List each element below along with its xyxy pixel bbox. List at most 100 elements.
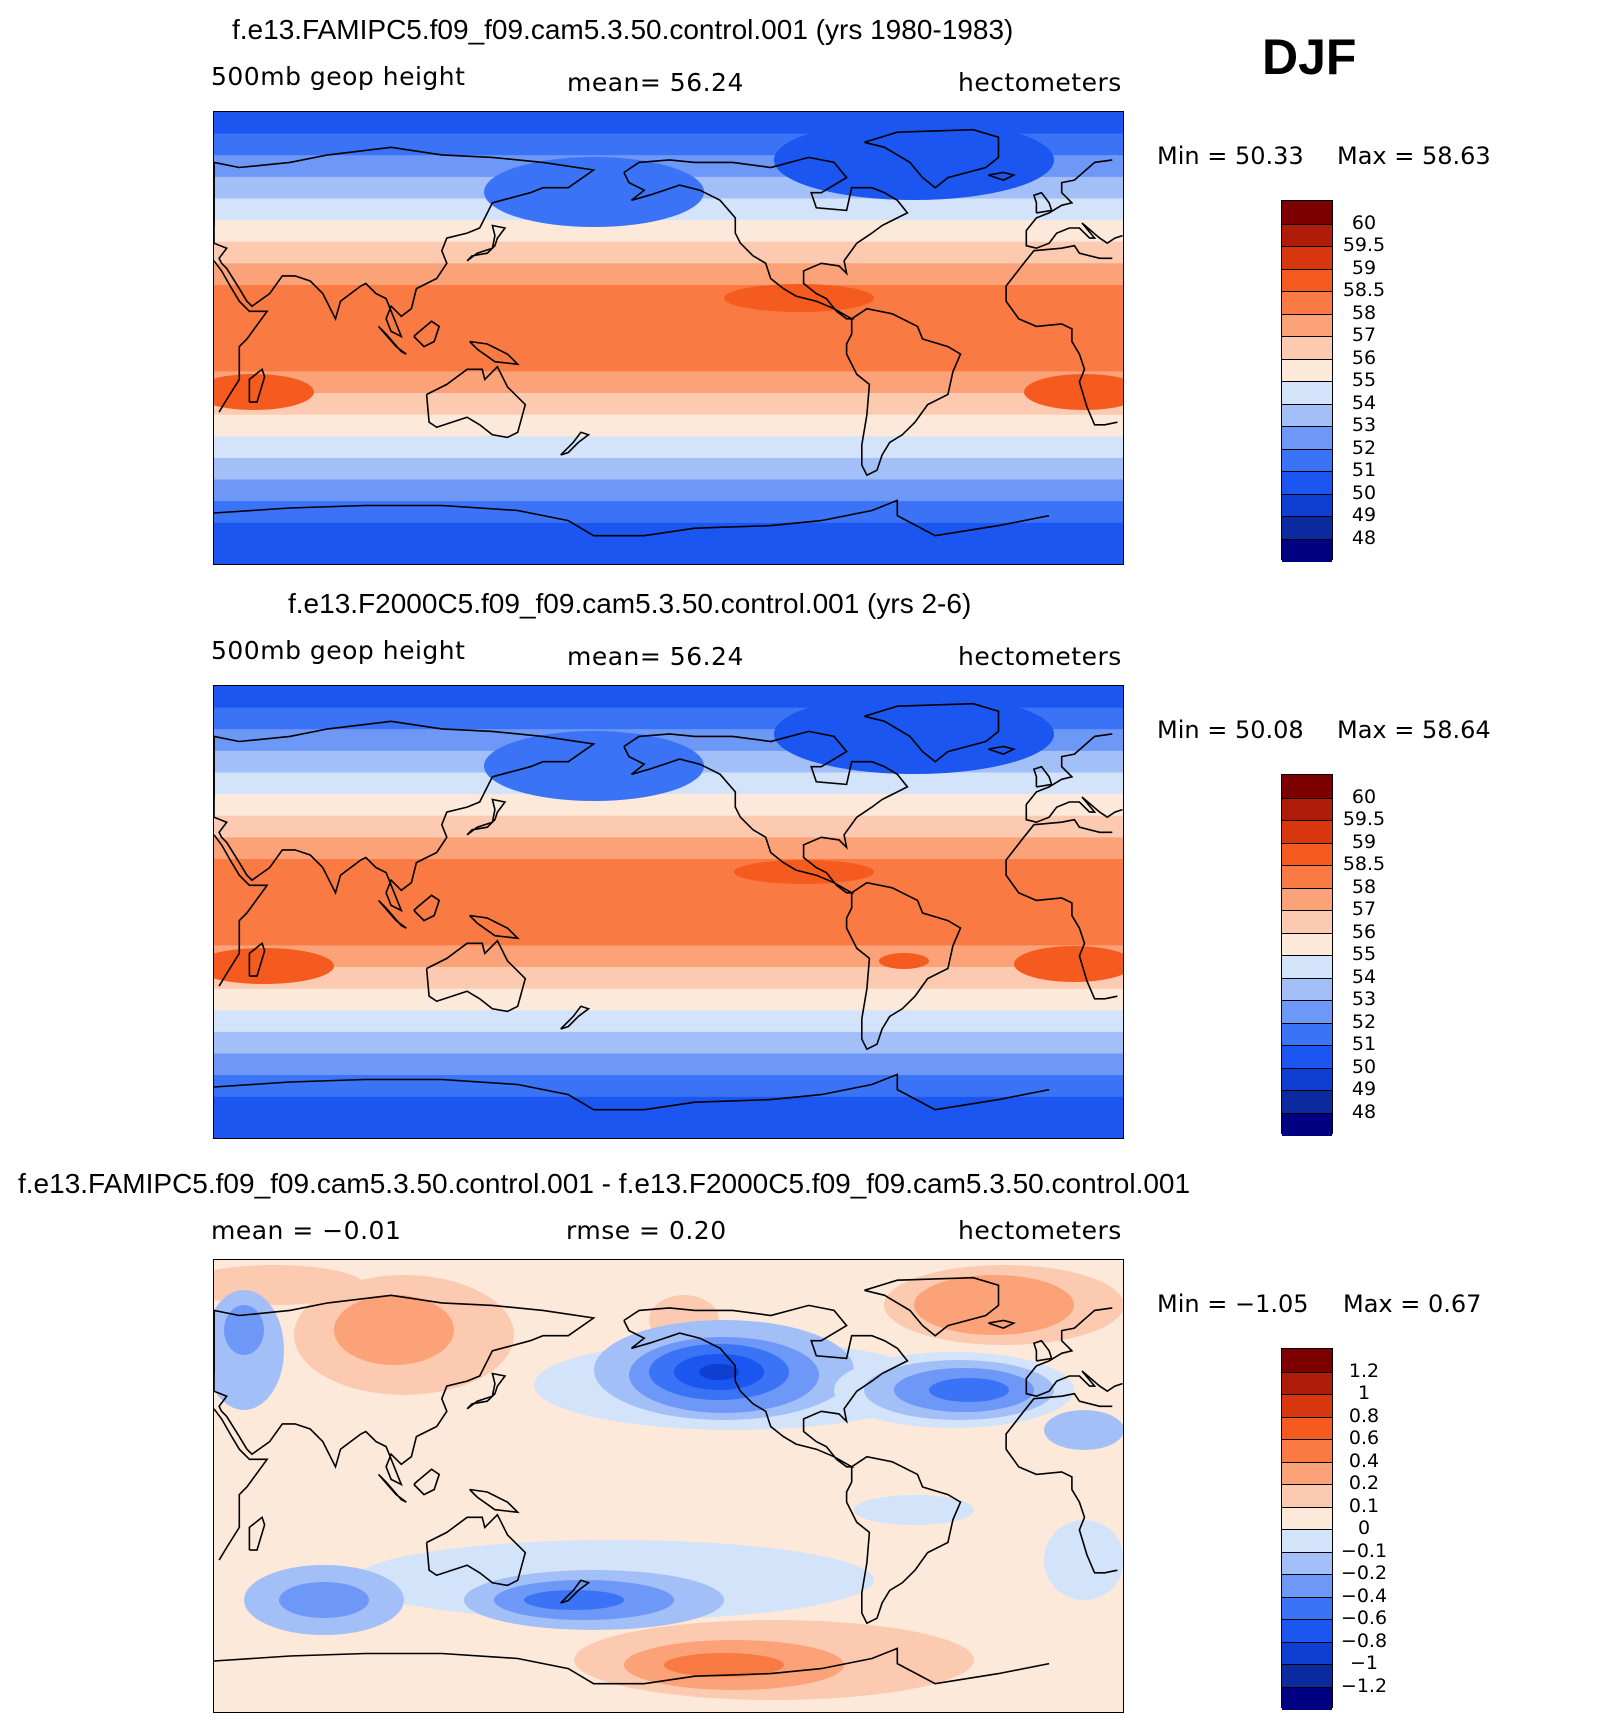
panel2-colorbar-swatch <box>1282 1112 1332 1136</box>
panel3-colorbar-swatch <box>1282 1371 1332 1395</box>
panel1-contour-band <box>214 457 1123 481</box>
panel2-coastline <box>469 914 520 940</box>
panel2-colorbar-swatch <box>1282 977 1332 1001</box>
panel1-contour-band <box>214 263 1123 286</box>
panel3-colorbar-label: −0.8 <box>1340 1629 1388 1652</box>
panel2-colorbar-label: 55 <box>1351 943 1377 965</box>
panel3-contour-blob <box>854 1495 974 1525</box>
panel3-max-text: Max = 0.67 <box>1343 1290 1482 1318</box>
panel3-colorbar-swatch <box>1282 1349 1332 1372</box>
panel3-colorbar-swatch <box>1282 1596 1332 1620</box>
panel2-colorbar-swatch <box>1282 820 1332 844</box>
panel2-variable-label: 500mb geop height <box>211 636 466 665</box>
panel2-contour-band <box>214 837 1123 860</box>
panel3-contour-blob <box>1044 1520 1123 1600</box>
panel1-colorbar-label: 57 <box>1351 324 1377 346</box>
panel2-colorbar-label: 60 <box>1351 785 1377 808</box>
panel1-contour-blob <box>214 374 314 410</box>
panel2-contour-band <box>214 1031 1123 1055</box>
panel3-coastline <box>1032 1339 1053 1362</box>
panel2-contour-blob <box>1014 946 1123 982</box>
panel1-coastline <box>1005 244 1118 426</box>
panel2-contour-band <box>214 1075 1123 1098</box>
panel3-coastline <box>248 1515 266 1551</box>
panel2-coastline <box>466 798 507 836</box>
panel2-contour-band <box>214 945 1123 968</box>
panel1-contour-band <box>214 501 1123 524</box>
panel3-coastline <box>466 1372 507 1410</box>
panel3-colorbar-swatch <box>1282 1484 1332 1508</box>
panel3-coastline <box>623 1304 909 1468</box>
panel1-colorbar-label: 52 <box>1351 436 1377 459</box>
panel1-colorbar-swatch <box>1282 358 1332 382</box>
panel1-coastline <box>845 307 962 477</box>
panel3-colorbar-swatch <box>1282 1551 1332 1575</box>
panel3-colorbar-label: 0.8 <box>1348 1404 1380 1427</box>
panel2-contour-blob <box>214 948 334 984</box>
panel1-contour-band <box>214 544 1123 564</box>
panel3-colorbar-label: −0.4 <box>1340 1584 1388 1607</box>
panel3-colorbar-label: −0.1 <box>1340 1539 1388 1562</box>
panel3-colorbar-label: 0.6 <box>1348 1427 1380 1449</box>
panel3-coastline <box>413 1468 441 1496</box>
panel1-coastline <box>469 340 520 366</box>
panel2-colorbar-label: 56 <box>1351 920 1377 943</box>
panel2-colorbar-swatch <box>1282 1067 1332 1091</box>
panel2-coastline <box>214 1073 1050 1111</box>
panel2-colorbar-swatch <box>1282 1000 1332 1024</box>
panel1-colorbar-swatch <box>1282 538 1332 562</box>
panel2-colorbar-label: 51 <box>1351 1033 1377 1055</box>
panel2-colorbar-label: 52 <box>1351 1010 1377 1033</box>
panel2-colorbar-swatch <box>1282 910 1332 934</box>
panel3-colorbar-swatch <box>1282 1686 1332 1710</box>
panel3-coastline <box>214 1647 1050 1685</box>
panel2-max-text: Max = 58.64 <box>1337 716 1491 744</box>
panel1-coastline <box>413 320 441 348</box>
panel1-colorbar-swatch <box>1282 201 1332 224</box>
panel1-contour-band <box>214 306 1123 330</box>
panel2-coastline <box>623 730 909 894</box>
panel2-contour-band <box>214 815 1123 839</box>
panel1-colorbar-label: 54 <box>1351 391 1377 414</box>
panel2-coastline <box>1032 765 1053 788</box>
panel3-colorbar-swatch <box>1282 1506 1332 1530</box>
panel3-coastline <box>560 1579 591 1604</box>
panel2-colorbar-box <box>1281 774 1333 1136</box>
panel1-colorbar-swatch <box>1282 426 1332 450</box>
panel2-map <box>213 685 1124 1139</box>
panel1-colorbar-label: 56 <box>1351 346 1377 369</box>
panel1-contour-blob <box>724 284 874 312</box>
panel3-rmse-label: rmse = 0.20 <box>566 1216 727 1245</box>
panel1-colorbar-label: 48 <box>1351 526 1377 549</box>
panel2-colorbar-label: 57 <box>1351 898 1377 920</box>
panel1-map <box>213 111 1124 565</box>
panel1-coastline <box>1032 191 1053 214</box>
panel3-colorbar-label: 0.2 <box>1348 1472 1380 1494</box>
panel2-coastline <box>248 941 266 977</box>
panel1-coastline <box>466 224 507 262</box>
panel1-colorbar-swatch <box>1282 471 1332 495</box>
panel1-colorbar-swatch <box>1282 448 1332 472</box>
panel2-coastline <box>864 702 1000 763</box>
panel1-contour-band <box>214 522 1123 546</box>
panel1-max-text: Max = 58.63 <box>1337 142 1491 170</box>
panel1-colorbar-label: 50 <box>1351 481 1377 504</box>
panel2-contour-band <box>214 967 1123 990</box>
panel2-contour-band <box>214 859 1123 882</box>
panel2-min-text: Min = 50.08 <box>1157 716 1304 744</box>
panel1-coastline <box>1025 159 1123 250</box>
panel1-coastline <box>377 325 407 355</box>
panel3-contour-blob <box>1044 1410 1123 1450</box>
panel2-title: f.e13.F2000C5.f09_f09.cam5.3.50.control.… <box>288 588 972 619</box>
panel2-contour-blob <box>879 953 929 969</box>
panel3-contour-blob <box>664 1653 784 1677</box>
panel1-title: f.e13.FAMIPC5.f09_f09.cam5.3.50.control.… <box>232 14 1014 45</box>
panel2-colorbar-label: 58 <box>1351 875 1377 898</box>
panel1-contour-band <box>214 393 1123 416</box>
panel2-colorbar-swatch <box>1282 932 1332 956</box>
panel2-colorbar-label: 53 <box>1351 988 1377 1010</box>
panel3-coastline <box>864 1276 1000 1337</box>
panel3-coastline <box>845 1455 962 1625</box>
panel3-colorbar-swatch <box>1282 1641 1332 1665</box>
panel2-colorbar-swatch <box>1282 842 1332 866</box>
